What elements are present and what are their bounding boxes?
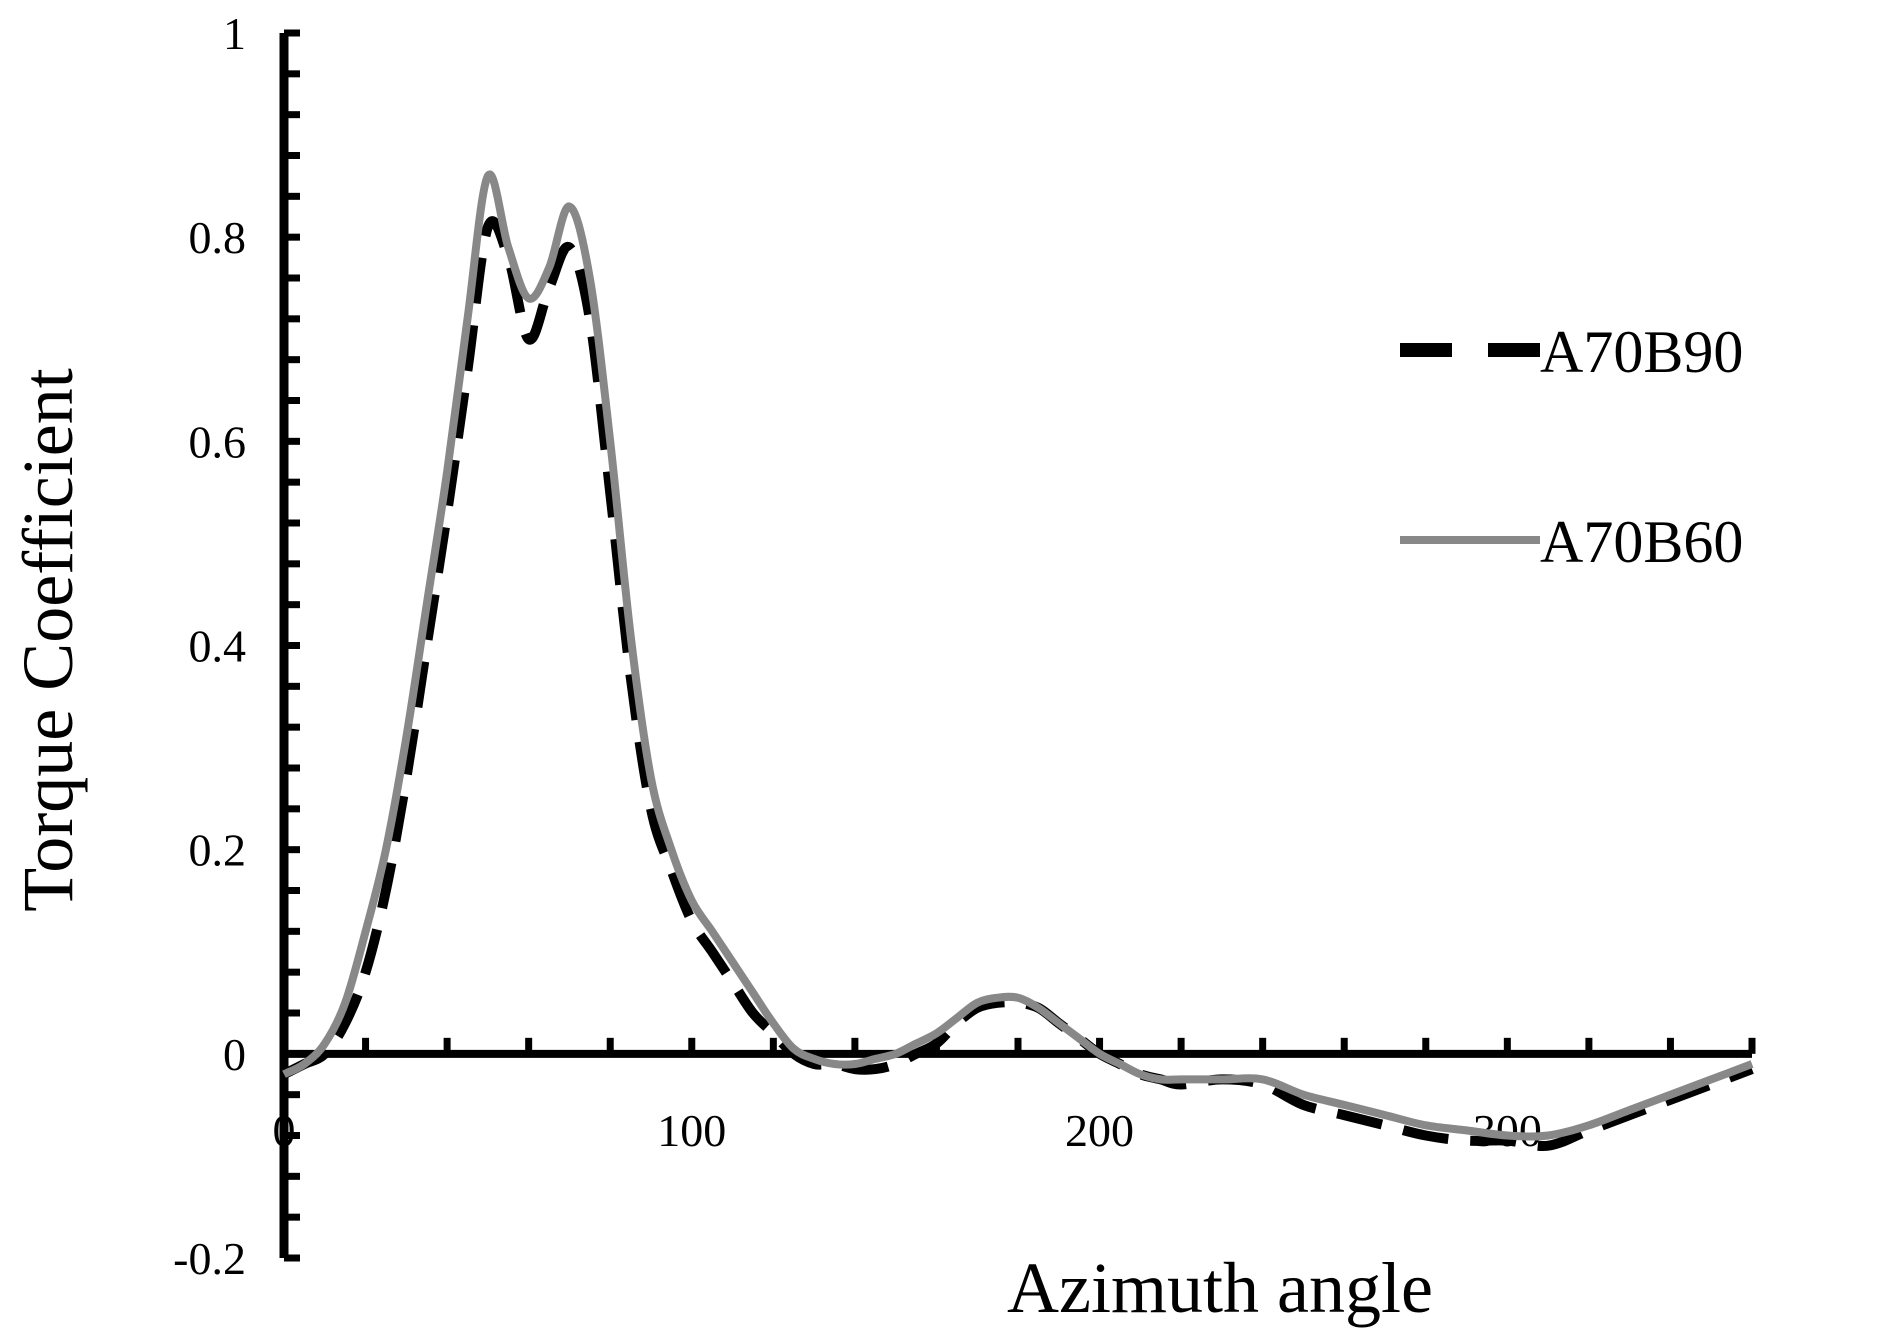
- y-tick-label: 0: [223, 1029, 246, 1080]
- y-tick-label: 0.4: [189, 621, 247, 672]
- x-tick-label: 200: [1065, 1105, 1134, 1156]
- legend: A70B90 A70B60: [1400, 319, 1743, 575]
- y-tick-label: -0.2: [173, 1233, 246, 1284]
- y-axis-title: Torque Coefficient: [8, 368, 88, 911]
- series-line-a70b90: [281, 216, 1754, 1151]
- y-tick-label: 0.2: [189, 825, 247, 876]
- x-tick-label: 0: [273, 1105, 296, 1156]
- legend-label-a70b60: A70B60: [1540, 509, 1743, 575]
- y-tick-label: 0.8: [189, 212, 247, 263]
- x-axis-title: Azimuth angle: [1007, 1248, 1433, 1328]
- series-line-a70b60: [282, 170, 1754, 1141]
- series-lines: [281, 170, 1754, 1151]
- y-tick-label: 1: [223, 8, 246, 59]
- x-tick-label: 100: [657, 1105, 726, 1156]
- legend-label-a70b90: A70B90: [1540, 319, 1743, 385]
- y-axis: -0.2 0 0.2 0.4 0.6 0.8 1: [173, 8, 300, 1284]
- y-tick-label: 0.6: [189, 416, 247, 467]
